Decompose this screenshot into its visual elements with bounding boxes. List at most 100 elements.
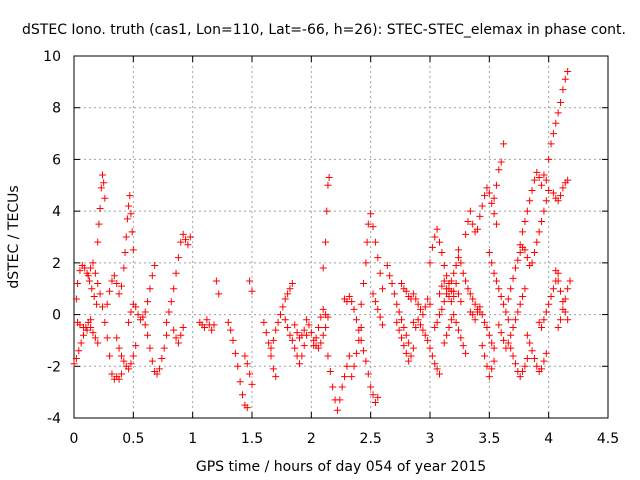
data-point [98,171,106,179]
data-point [440,261,448,269]
y-tick-label: 2 [52,256,61,272]
data-point [284,290,292,298]
data-point [300,326,308,334]
data-point [76,267,84,275]
data-point [94,280,102,288]
data-point [88,285,96,293]
data-point [184,241,192,249]
data-point [265,339,273,347]
data-point [348,298,356,306]
data-point [533,168,541,176]
data-point [127,210,135,218]
data-point [440,339,448,347]
data-point [117,352,125,360]
data-point [538,217,546,225]
data-point [163,331,171,339]
data-point [554,197,562,205]
data-point [376,269,384,277]
data-point [317,313,325,321]
data-point [443,272,451,280]
data-point [393,300,401,308]
data-point [407,352,415,360]
data-point [122,233,130,241]
data-point [96,290,104,298]
data-point [514,308,522,316]
data-point [155,365,163,373]
data-point [85,277,93,285]
data-point [490,210,498,218]
data-point [383,261,391,269]
data-point [325,174,333,182]
data-point [497,329,505,337]
data-point [144,298,152,306]
data-point [521,217,529,225]
data-point [502,308,510,316]
data-point [476,303,484,311]
data-point [488,365,496,373]
data-point [288,336,296,344]
data-point [450,287,458,295]
data-point [186,233,194,241]
data-point [286,331,294,339]
data-point [151,261,159,269]
data-point [402,331,410,339]
x-tick-label: 0 [70,431,79,447]
data-point [530,249,538,257]
data-point [511,360,519,368]
data-point [248,287,256,295]
data-point [363,238,371,246]
data-point [528,347,536,355]
data-point [538,324,546,331]
data-point [530,176,538,184]
data-point [93,300,101,308]
data-point [146,285,154,293]
data-point [369,223,377,231]
data-point [542,308,550,316]
data-point [559,184,567,192]
data-point [471,316,479,324]
data-point [129,246,137,254]
data-point [523,207,531,215]
data-point [81,264,89,272]
data-point [511,316,519,324]
data-point [87,324,95,331]
data-point [386,272,394,280]
data-point [319,305,327,313]
data-point [322,311,330,319]
data-point [87,316,95,324]
data-point [535,174,543,182]
axis-ticks [73,55,609,419]
x-tick-label: 0.5 [122,431,144,447]
data-point [462,230,470,238]
data-point [125,365,133,373]
data-point [497,292,505,300]
data-point [533,362,541,370]
data-point [322,324,330,331]
data-point [355,336,363,344]
data-point [471,300,479,308]
data-point [125,202,133,210]
data-point [492,220,500,228]
data-point [212,277,220,285]
data-point [535,228,543,236]
data-point [431,233,439,241]
data-point [521,246,529,254]
data-point [495,166,503,174]
data-point [352,316,360,324]
data-point [445,324,453,331]
data-point [281,295,289,303]
data-point [542,176,550,184]
data-point [77,339,85,347]
data-point [447,298,455,306]
data-point [514,256,522,264]
data-point [350,305,358,313]
data-point [276,311,284,319]
data-point [179,230,187,238]
data-point [89,259,97,267]
data-point [495,285,503,293]
data-point [269,365,277,373]
data-point [163,318,171,326]
data-point [509,352,517,360]
data-point [291,321,299,329]
data-point [215,290,223,298]
